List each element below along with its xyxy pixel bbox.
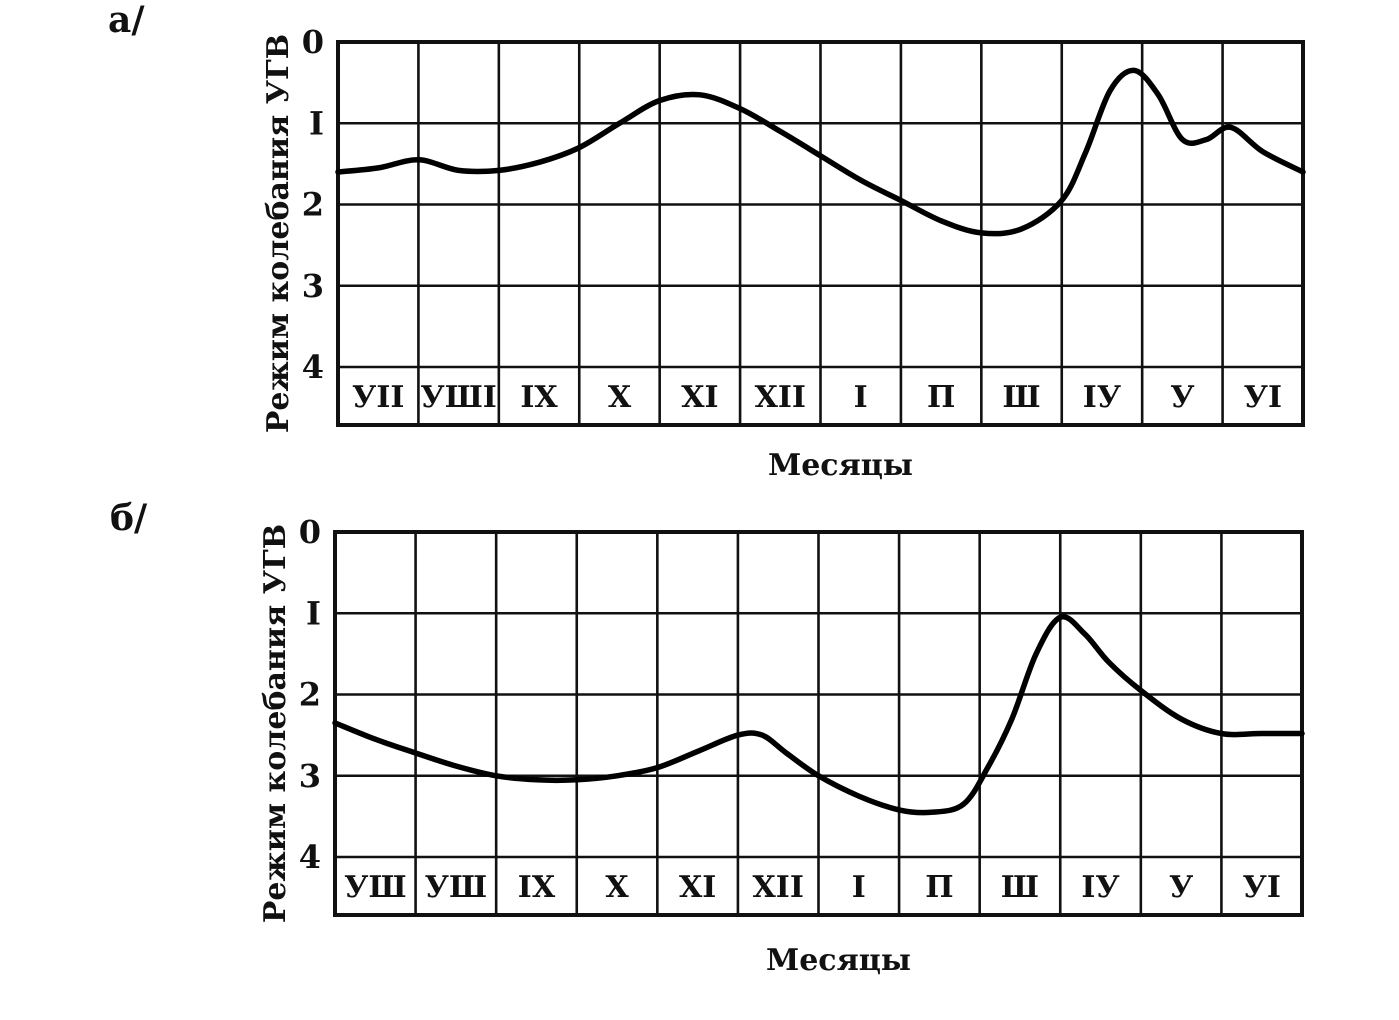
y-tick-label: 0 xyxy=(302,23,324,61)
y-tick-label: 2 xyxy=(302,186,324,224)
month-label: I xyxy=(854,380,868,415)
month-label: I xyxy=(852,870,866,905)
month-label: IX xyxy=(518,870,556,905)
panel-label: б/ xyxy=(110,497,148,539)
month-label: IУ xyxy=(1083,380,1122,415)
panel-label: а/ xyxy=(108,0,145,41)
month-label: П xyxy=(927,380,955,415)
y-tick-label: 2 xyxy=(299,676,321,714)
y-tick-label: 3 xyxy=(299,757,321,795)
y-tick-label: 4 xyxy=(299,838,321,876)
y-tick-label: 3 xyxy=(302,267,324,305)
series-line xyxy=(332,614,1305,816)
month-label: УII xyxy=(352,380,404,415)
chart-panel-b: б/0 I 2 3 4 УШ УШ IX X XI XII I П Ш IУ У УI Режим колебан… xyxy=(110,497,1305,978)
month-label: Ш xyxy=(1003,380,1041,415)
month-label: X xyxy=(605,870,629,905)
y-tick-label: 4 xyxy=(302,348,324,386)
y-axis-title: Режим колебания УГВ xyxy=(258,524,293,923)
month-label: X xyxy=(608,380,632,415)
month-label: Ш xyxy=(1001,870,1039,905)
y-tick-label: 0 xyxy=(299,513,321,551)
chart-panel-a: а/0 I 2 3 4 УII УШI IX X XI XII I П Ш IУ У УI Режим колеб… xyxy=(108,0,1306,483)
month-label: XII xyxy=(753,870,804,905)
y-tick-label: I xyxy=(306,594,321,632)
plot-frame xyxy=(336,40,1305,427)
series-line xyxy=(335,67,1306,237)
month-label: У xyxy=(1170,380,1195,415)
month-label: УШ xyxy=(344,870,406,905)
month-label: П xyxy=(925,870,953,905)
month-label: IX xyxy=(520,380,558,415)
x-axis-title: Месяцы xyxy=(768,448,913,483)
y-axis-title: Режим колебания УГВ xyxy=(261,34,296,433)
month-label: IУ xyxy=(1081,870,1120,905)
y-tick-label: I xyxy=(309,104,324,142)
month-label: УШ xyxy=(425,870,487,905)
month-label: УШI xyxy=(420,380,496,415)
month-label: XI xyxy=(679,870,716,905)
month-label: У xyxy=(1169,870,1194,905)
month-label: XII xyxy=(755,380,806,415)
month-label: УI xyxy=(1243,870,1281,905)
x-axis-title: Месяцы xyxy=(766,943,911,978)
month-label: УI xyxy=(1244,380,1282,415)
month-label: XI xyxy=(681,380,718,415)
